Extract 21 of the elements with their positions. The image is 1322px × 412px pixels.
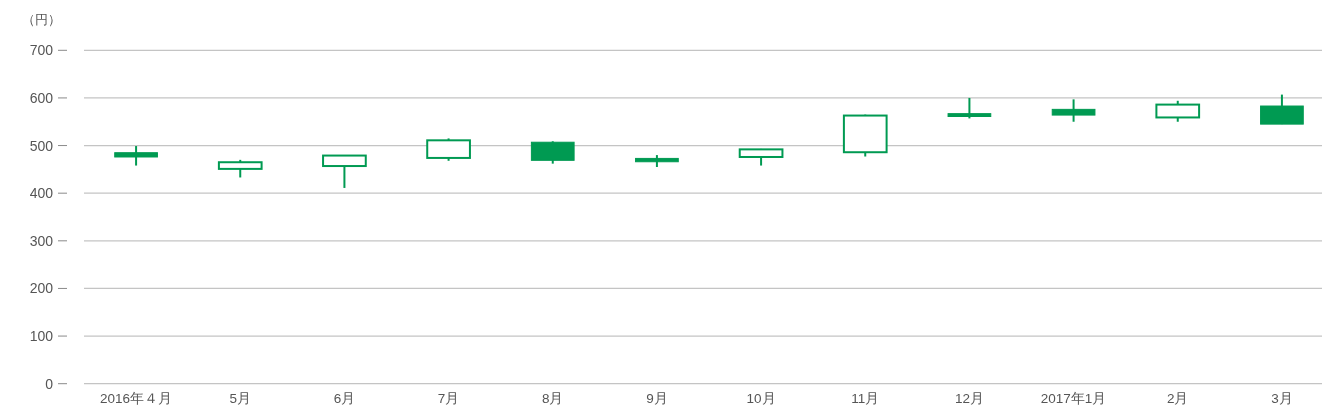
x-tick-label: 5月 (229, 391, 252, 406)
x-tick-label: 10月 (746, 391, 776, 406)
y-tick-label: 600 (29, 89, 54, 106)
x-tick-label: 7月 (437, 391, 460, 406)
y-tick-label: 0 (45, 375, 54, 392)
y-tick-label: 300 (29, 232, 54, 249)
y-tick-label: 500 (29, 137, 54, 154)
x-tick-label: 12月 (954, 391, 984, 406)
x-tick-label: 11月 (851, 391, 880, 406)
y-tick-label: 100 (29, 328, 54, 345)
x-tick-label: 2月 (1166, 391, 1189, 406)
x-tick-label: 8月 (541, 391, 564, 406)
y-tick-label: 700 (29, 42, 54, 59)
x-tick-label: 3月 (1271, 391, 1293, 406)
x-tick-label: 2017年1月 (1040, 391, 1107, 406)
y-axis-title: （円） (22, 11, 61, 27)
x-tick-label: 6月 (333, 391, 356, 406)
x-tick-label: 2016年４月 (100, 391, 173, 406)
y-tick-label: 400 (29, 185, 54, 202)
x-tick-label: 9月 (646, 391, 668, 406)
y-tick-label: 200 (29, 280, 54, 297)
